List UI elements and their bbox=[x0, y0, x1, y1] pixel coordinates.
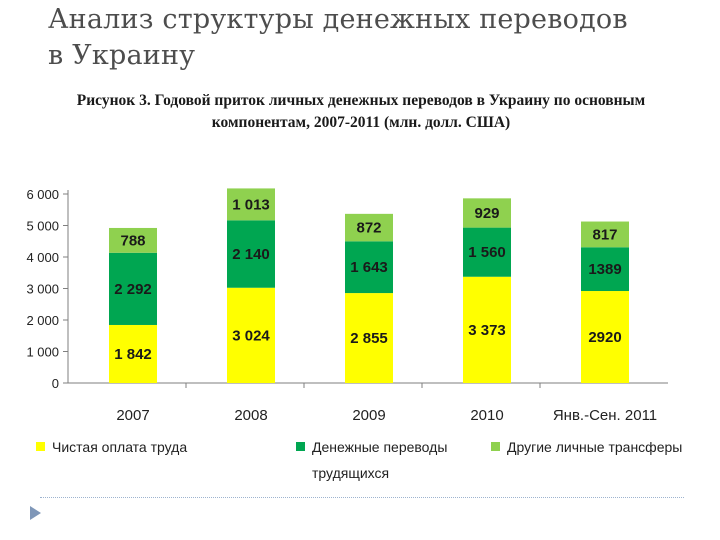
figure-caption: Рисунок 3. Годовой приток личных денежны… bbox=[22, 90, 700, 134]
data-label: 3 373 bbox=[468, 322, 506, 339]
bar-segment bbox=[109, 324, 157, 383]
data-label: 1 013 bbox=[232, 196, 270, 213]
data-label: 1 560 bbox=[468, 244, 506, 261]
y-tick-label: 5 000 bbox=[26, 219, 59, 234]
y-tick-label: 4 000 bbox=[26, 250, 59, 265]
stacked-bar-chart: 0 1 000 2 000 3 000 4 000 5 000 6 000 1 842 2 2… bbox=[26, 187, 682, 481]
legend-label: Денежные переводы bbox=[312, 439, 447, 455]
bar-segment bbox=[463, 198, 511, 228]
bar-segment bbox=[463, 227, 511, 277]
footer-divider bbox=[40, 497, 684, 498]
category-label: 2010 bbox=[470, 407, 503, 424]
bar-segment bbox=[227, 188, 275, 221]
chart-bars bbox=[109, 188, 629, 383]
data-label: 3 024 bbox=[232, 327, 270, 344]
figure-caption-line-2: компонентам, 2007-2011 (млн. долл. США) bbox=[211, 114, 511, 131]
bar-segment bbox=[227, 220, 275, 288]
y-tick-label: 0 bbox=[52, 376, 59, 391]
data-label: 1 842 bbox=[114, 346, 152, 363]
legend-label: Другие личные трансферы bbox=[507, 439, 682, 455]
legend-label: Чистая оплата труда bbox=[52, 439, 187, 455]
chart-category-labels: 2007 2008 2009 2010 Янв.-Сен. 2011 bbox=[116, 407, 657, 424]
chart-data-labels: 1 842 2 292 788 3 024 2 140 1 013 2 855 1 643 87… bbox=[114, 196, 621, 363]
bar-segment bbox=[109, 252, 157, 325]
figure-caption-line-1: Рисунок 3. Годовой приток личных денежны… bbox=[76, 92, 646, 109]
legend-swatch bbox=[296, 442, 305, 451]
y-tick-label: 2 000 bbox=[26, 313, 59, 328]
bar-segment bbox=[345, 213, 393, 242]
category-label: 2007 bbox=[116, 407, 149, 424]
data-label: 929 bbox=[474, 205, 499, 222]
data-label: 817 bbox=[592, 226, 617, 243]
bar-segment bbox=[345, 241, 393, 294]
data-label: 788 bbox=[120, 232, 145, 249]
bar-segment bbox=[581, 247, 629, 292]
data-label: 2 140 bbox=[232, 246, 270, 263]
slide-title-line-1: Анализ структуры денежных переводов bbox=[48, 4, 628, 35]
chart-axes: 0 1 000 2 000 3 000 4 000 5 000 6 000 bbox=[26, 187, 668, 391]
bar-segment bbox=[581, 291, 629, 383]
category-label: 2009 bbox=[352, 407, 385, 424]
data-label: 2 292 bbox=[114, 281, 152, 298]
legend-swatch bbox=[36, 442, 45, 451]
y-tick-label: 3 000 bbox=[26, 282, 59, 297]
legend-label-line-2: трудящихся bbox=[312, 465, 389, 481]
data-label: 1389 bbox=[588, 261, 621, 278]
bar-segment bbox=[109, 227, 157, 253]
data-label: 1 643 bbox=[350, 259, 388, 276]
bar-segment bbox=[345, 293, 393, 383]
slide-title: Анализ структуры денежных переводов в Ук… bbox=[48, 2, 708, 74]
bar-segment bbox=[227, 287, 275, 383]
slide-title-line-2: в Украину bbox=[48, 40, 196, 71]
y-tick-label: 6 000 bbox=[26, 187, 59, 202]
data-label: 2 855 bbox=[350, 330, 388, 347]
data-label: 872 bbox=[356, 220, 381, 237]
y-tick-label: 1 000 bbox=[26, 345, 59, 360]
nav-arrow-icon[interactable] bbox=[30, 506, 41, 520]
chart-legend: Чистая оплата труда Денежные переводы труд… bbox=[36, 439, 682, 481]
category-label: 2008 bbox=[234, 407, 267, 424]
bar-segment bbox=[581, 221, 629, 248]
category-label: Янв.-Сен. 2011 bbox=[553, 407, 657, 424]
data-label: 2920 bbox=[588, 329, 621, 346]
legend-swatch bbox=[491, 442, 500, 451]
bar-segment bbox=[463, 276, 511, 383]
